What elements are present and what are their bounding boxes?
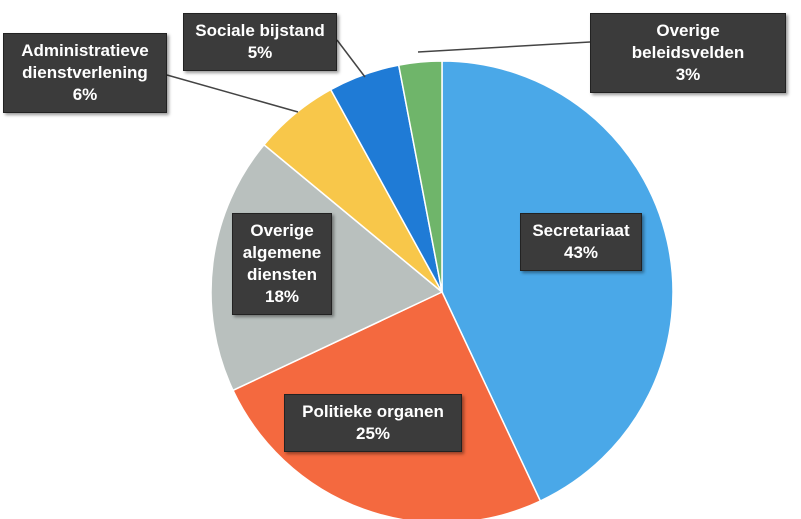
data-label: Overige algemene diensten 18% — [232, 213, 332, 315]
label-name: Secretariaat — [532, 221, 630, 240]
data-label: Sociale bijstand 5% — [183, 13, 337, 71]
label-name: Sociale bijstand — [195, 21, 325, 40]
data-label: Overige beleidsvelden 3% — [590, 13, 786, 93]
label-value: 3% — [675, 65, 701, 84]
label-name: Overige algemene diensten — [242, 221, 322, 284]
label-value: 43% — [563, 243, 599, 262]
pie-slice — [441, 60, 674, 503]
leader-line — [166, 74, 299, 113]
data-label: Politieke organen 25% — [284, 394, 462, 452]
pie-slice — [397, 60, 443, 293]
label-name: Administratieve dienstverlening — [21, 41, 149, 82]
label-name: Overige beleidsvelden — [631, 21, 745, 62]
label-value: 6% — [72, 85, 98, 104]
label-value: 5% — [247, 43, 273, 62]
label-value: 18% — [264, 287, 300, 306]
leader-line — [417, 41, 591, 53]
label-name: Politieke organen — [302, 402, 444, 421]
data-label: Secretariaat 43% — [520, 213, 642, 271]
data-label: Administratieve dienstverlening 6% — [3, 33, 167, 113]
label-value: 25% — [355, 424, 391, 443]
leader-line — [336, 39, 366, 78]
